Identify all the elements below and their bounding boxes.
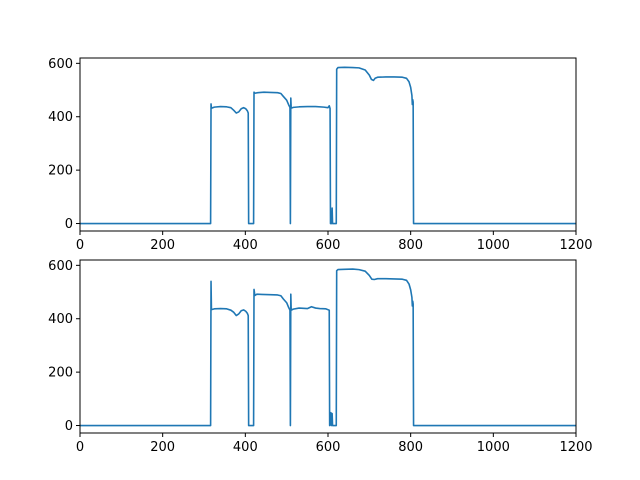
x-tick-label: 1200 [559,238,592,253]
x-tick-label: 400 [233,440,258,455]
y-tick-label: 200 [48,164,73,179]
x-tick-label: 0 [76,238,84,253]
x-tick-label: 1200 [559,440,592,455]
series-line-1 [80,66,576,225]
series-line-1 [80,268,576,427]
y-tick-label: 200 [48,366,73,381]
x-tick-label: 200 [150,440,175,455]
y-tick-label: 400 [48,312,73,327]
x-tick-label: 800 [398,238,423,253]
x-tick-label: 1000 [477,440,510,455]
y-tick-label: 600 [48,57,73,72]
y-tick-label: 0 [65,217,73,232]
y-tick-label: 600 [48,259,73,274]
subplot-1: 0 200 400 600 800 1000 1200 0 200 400 600 [48,57,592,253]
x-tick-label: 0 [76,440,84,455]
x-tick-label: 1000 [477,238,510,253]
x-tick-label: 600 [316,440,341,455]
x-tick-label: 600 [316,238,341,253]
x-tick-label: 400 [233,238,258,253]
x-tick-label: 200 [150,238,175,253]
x-tick-label: 800 [398,440,423,455]
subplot-2: 0 200 400 600 800 1000 1200 0 200 400 600 [48,259,592,455]
y-tick-label: 400 [48,110,73,125]
y-tick-label: 0 [65,419,73,434]
